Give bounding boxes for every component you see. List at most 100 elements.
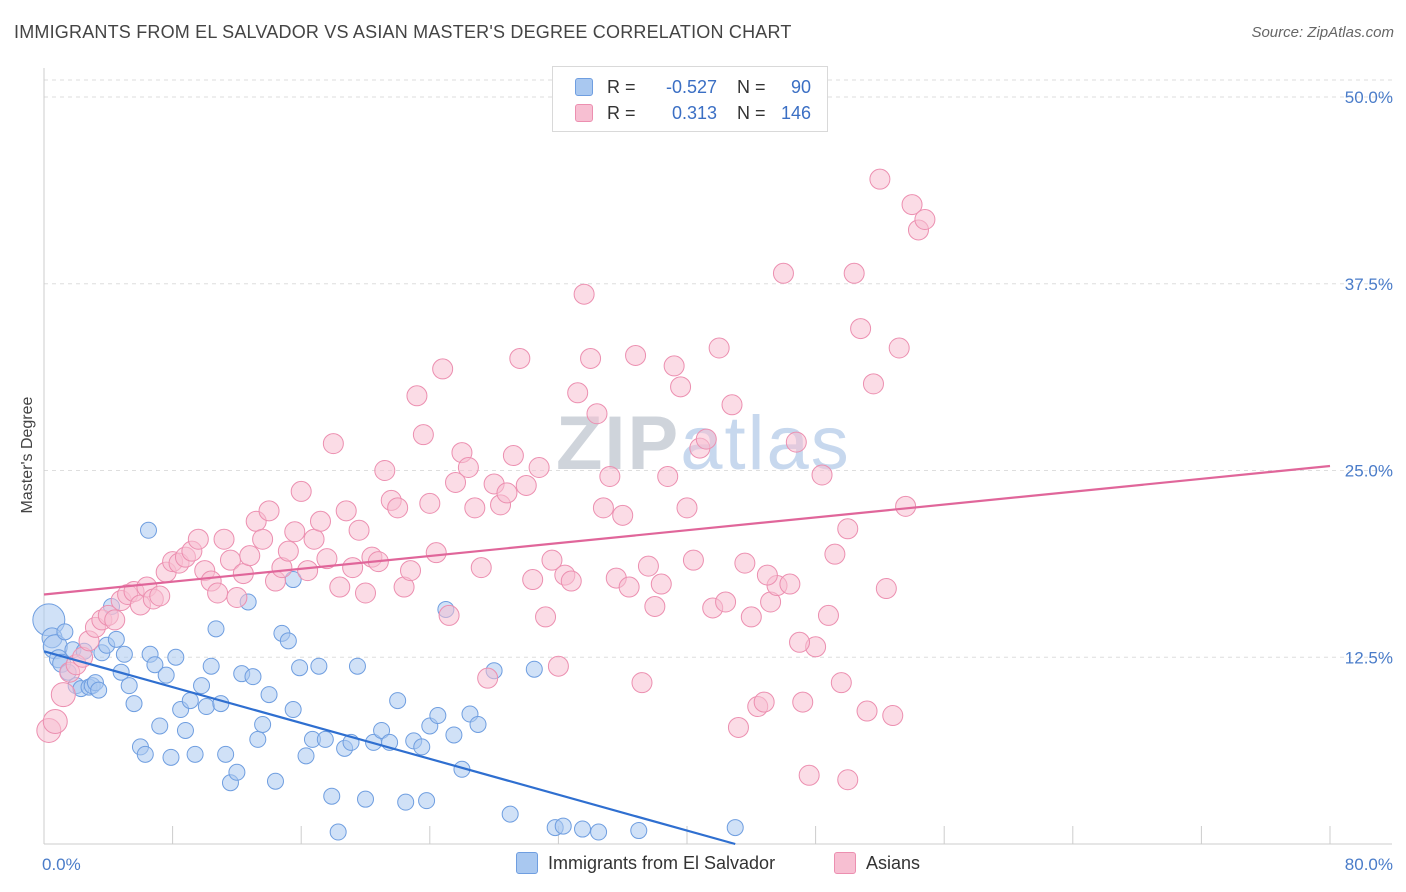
point-el-salvador [186, 745, 204, 763]
point-asian [438, 604, 460, 626]
point-asian [644, 595, 666, 617]
point-el-salvador [107, 630, 125, 648]
point-asian [387, 497, 409, 519]
point-asian [457, 457, 479, 479]
point-asian [727, 716, 749, 738]
point-asian [470, 557, 492, 579]
y-tick-label: 12.5% [1345, 648, 1393, 667]
legend-n-value: 146 [780, 102, 811, 123]
point-el-salvador [397, 793, 415, 811]
point-asian [50, 682, 76, 708]
point-asian [817, 604, 839, 626]
point-el-salvador [323, 787, 341, 805]
point-asian [213, 528, 235, 550]
point-asian [618, 576, 640, 598]
legend-n-label: N = [737, 102, 766, 123]
point-asian [708, 337, 730, 359]
point-el-salvador [279, 632, 297, 650]
trendline-asians [43, 464, 1331, 596]
legend-swatch-el-salvador [575, 78, 593, 96]
point-el-salvador [266, 772, 284, 790]
point-asian [355, 582, 376, 604]
point-el-salvador [389, 692, 407, 710]
point-asian [477, 667, 499, 689]
point-el-salvador [373, 721, 391, 739]
point-asian [406, 385, 428, 407]
point-el-salvador [90, 681, 108, 699]
point-el-salvador [590, 823, 608, 841]
point-asian [502, 445, 524, 467]
point-asian [869, 168, 891, 190]
point-el-salvador [115, 645, 133, 663]
point-asian [676, 497, 698, 519]
point-el-salvador [469, 715, 487, 733]
point-asian [297, 560, 319, 582]
point-asian [811, 464, 833, 486]
x-tick-label-left: 0.0% [42, 855, 81, 874]
x-tick-label-right: 80.0% [1345, 855, 1393, 874]
point-asian [779, 573, 801, 595]
point-asian [756, 564, 778, 586]
point-el-salvador [291, 659, 309, 677]
point-el-salvador [525, 660, 543, 678]
point-asian [837, 769, 859, 791]
series-legend-asians[interactable]: Asians [834, 852, 920, 874]
point-asian [914, 209, 936, 231]
point-asian [464, 497, 486, 519]
point-el-salvador [413, 738, 431, 756]
series-legend-label: Immigrants from El Salvador [548, 852, 776, 873]
point-asian [445, 471, 467, 493]
point-asian [792, 691, 814, 713]
point-asian [348, 519, 370, 541]
point-asian [612, 504, 634, 526]
point-asian [419, 492, 441, 514]
point-el-salvador [146, 656, 164, 674]
point-asian [149, 585, 171, 607]
point-asian [650, 573, 672, 595]
point-el-salvador [574, 820, 592, 838]
point-el-salvador [151, 717, 169, 735]
point-el-salvador [176, 721, 194, 739]
point-el-salvador [202, 657, 220, 675]
point-el-salvador [554, 817, 572, 835]
point-asian [785, 431, 807, 453]
point-el-salvador [429, 707, 447, 725]
point-asian [721, 394, 743, 416]
point-el-salvador [56, 623, 74, 641]
point-asian [740, 606, 762, 628]
point-asian [772, 262, 794, 284]
point-asian [187, 528, 209, 550]
point-asian [522, 569, 544, 591]
point-el-salvador [329, 823, 347, 841]
point-asian [599, 465, 621, 487]
point-el-salvador [445, 726, 463, 744]
point-asian [875, 578, 897, 600]
point-asian [309, 510, 331, 532]
point-asian [888, 337, 910, 359]
point-asian [567, 382, 589, 404]
y-tick-label: 37.5% [1345, 275, 1393, 294]
point-asian [753, 691, 775, 713]
point-asian [277, 540, 299, 562]
point-el-salvador [157, 666, 175, 684]
point-asian [715, 591, 737, 613]
legend-r-label: R = [607, 76, 636, 97]
point-asian [682, 549, 704, 571]
point-asian [284, 521, 306, 543]
point-asian [303, 528, 325, 550]
point-el-salvador [418, 792, 436, 810]
point-el-salvador [316, 730, 334, 748]
point-asian [541, 549, 563, 571]
point-el-salvador [167, 648, 185, 666]
chart-title: IMMIGRANTS FROM EL SALVADOR VS ASIAN MAS… [14, 22, 792, 42]
series-legend-el-salvador[interactable]: Immigrants from El Salvador [516, 852, 775, 874]
series-swatch-asians [834, 852, 856, 874]
point-asian [226, 586, 248, 608]
point-asian [535, 606, 557, 628]
point-el-salvador [357, 790, 374, 808]
point-el-salvador [197, 698, 215, 716]
point-el-salvador [284, 701, 302, 719]
point-el-salvador [193, 677, 211, 695]
point-asian [547, 655, 569, 677]
legend-r-value: 0.313 [671, 102, 717, 123]
